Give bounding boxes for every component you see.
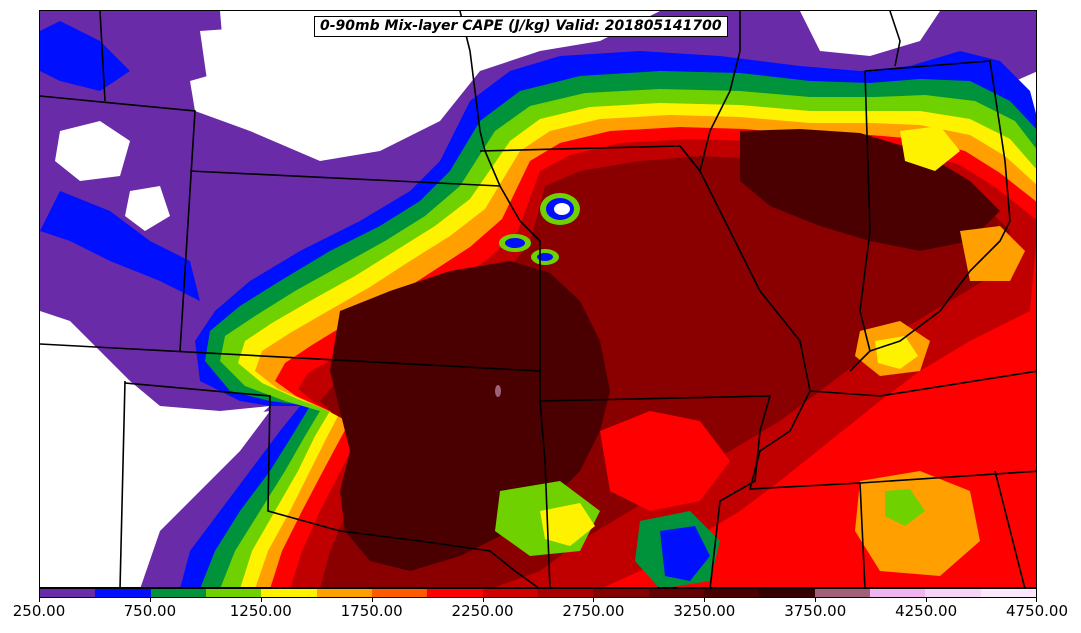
colorbar-segment xyxy=(703,589,760,597)
colorbar-tick-label: 4750.00 xyxy=(1005,602,1069,620)
cape-band-core xyxy=(740,129,1000,251)
colorbar-tick xyxy=(149,598,151,602)
cape-pocket xyxy=(900,126,960,171)
border-line xyxy=(189,170,501,187)
colorbar-segment xyxy=(648,589,704,597)
cape-ring-cell xyxy=(505,238,525,248)
colorbar-tick xyxy=(815,598,817,602)
colorbar-segment xyxy=(593,589,649,597)
no-cape-area xyxy=(125,186,170,231)
colorbar-segment xyxy=(40,589,96,597)
cape-ring-cell xyxy=(537,253,553,261)
colorbar-tick-label: 3750.00 xyxy=(784,602,847,620)
colorbar-tick xyxy=(593,598,595,602)
colorbar-tick xyxy=(260,598,262,602)
cape-field xyxy=(40,11,1036,587)
colorbar-segment xyxy=(814,589,870,597)
colorbar-segment xyxy=(925,589,981,597)
cape-pocket xyxy=(960,226,1025,281)
colorbar-segment xyxy=(316,589,372,597)
colorbar-tick-label: 3250.00 xyxy=(673,602,736,620)
colorbar-tick-label: 750.00 xyxy=(123,602,177,620)
colorbar-tick xyxy=(704,598,706,602)
colorbar-tick xyxy=(371,598,373,602)
colorbar-segment xyxy=(980,589,1036,597)
colorbar xyxy=(39,588,1037,598)
colorbar-segment xyxy=(427,589,483,597)
border-line xyxy=(849,70,871,372)
cape-pocket xyxy=(885,489,925,526)
border-line xyxy=(994,470,1026,587)
colorbar-segment xyxy=(95,589,151,597)
colorbar-segment xyxy=(371,589,428,597)
cape-pocket xyxy=(875,336,918,369)
state-boundaries xyxy=(40,11,1036,587)
colorbar-segment xyxy=(261,589,317,597)
border-line xyxy=(539,400,551,587)
map-title: 0-90mb Mix-layer CAPE (J/kg) Valid: 2018… xyxy=(314,16,728,37)
colorbar-segment xyxy=(482,589,538,597)
border-line xyxy=(40,95,196,352)
border-line xyxy=(864,60,1011,222)
map-panel xyxy=(39,10,1037,588)
border-line xyxy=(859,482,866,587)
colorbar-tick xyxy=(482,598,484,602)
cape-ring-cell xyxy=(554,203,570,215)
border-line xyxy=(809,370,1036,397)
colorbar-tick-label: 250.00 xyxy=(12,602,66,620)
border-line xyxy=(889,11,901,67)
colorbar-tick xyxy=(39,598,40,602)
colorbar-segment xyxy=(537,589,594,597)
colorbar-tick xyxy=(1036,598,1037,602)
colorbar-labels: 250.00 750.00 1250.00 1750.00 2250.00 2750.00… xyxy=(0,600,1081,624)
cape-pocket xyxy=(660,526,710,581)
colorbar-segment xyxy=(150,589,206,597)
border-line xyxy=(679,11,741,173)
colorbar-tick-label: 1250.00 xyxy=(229,602,292,620)
no-cape-area xyxy=(830,11,920,51)
border-line xyxy=(124,382,539,587)
colorbar-tick-label: 2250.00 xyxy=(451,602,514,620)
cape-pocket xyxy=(600,411,730,511)
colorbar-tick-label: 1750.00 xyxy=(340,602,403,620)
border-line xyxy=(119,380,126,587)
border-line xyxy=(99,11,106,102)
colorbar-segment xyxy=(759,589,815,597)
cape-map xyxy=(40,11,1036,587)
colorbar-segment xyxy=(869,589,926,597)
border-line xyxy=(539,395,772,587)
border-line xyxy=(869,220,1011,352)
colorbar-tick-label: 2750.00 xyxy=(562,602,625,620)
cape-ring-cell xyxy=(495,385,501,397)
no-cape-area xyxy=(40,341,270,587)
cape-pocket xyxy=(540,503,595,546)
colorbar-segment xyxy=(205,589,262,597)
no-cape-area xyxy=(200,21,470,156)
colorbar-tick-label: 4250.00 xyxy=(895,602,958,620)
no-cape-area xyxy=(55,121,130,181)
colorbar-ticks xyxy=(39,598,1037,603)
colorbar-tick xyxy=(926,598,928,602)
border-line xyxy=(469,50,541,371)
